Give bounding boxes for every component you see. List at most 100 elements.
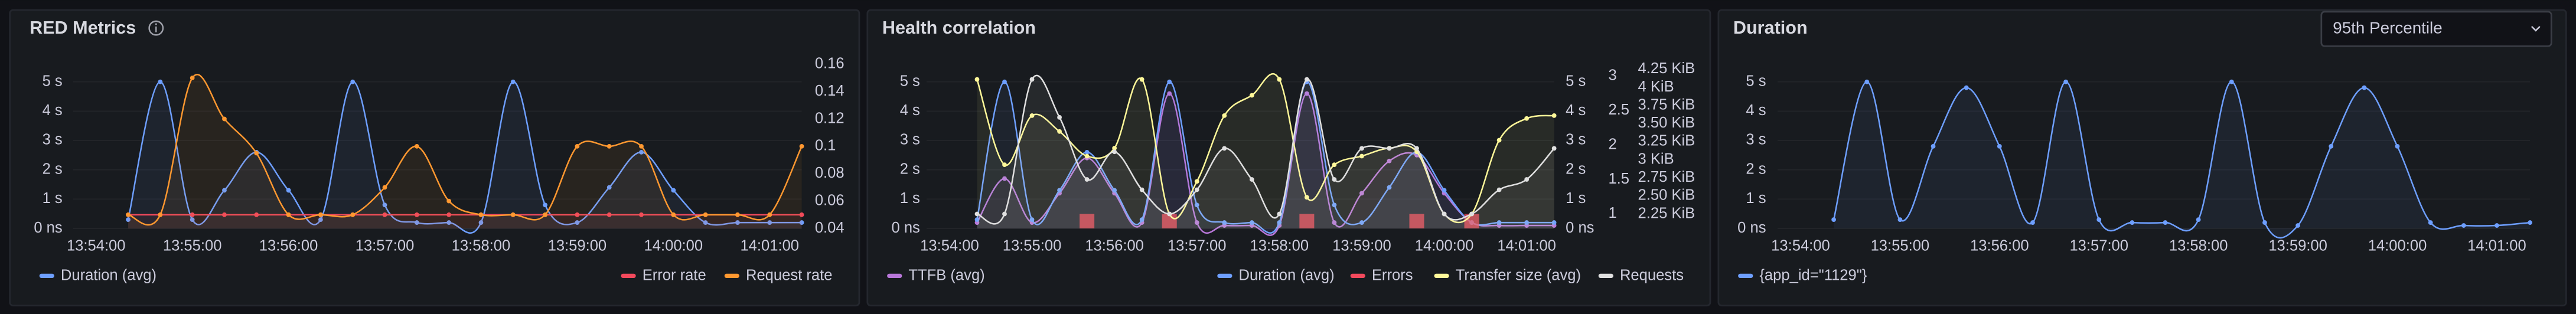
data-point <box>446 198 452 204</box>
data-point <box>382 185 387 190</box>
series-line <box>127 81 802 234</box>
y-tick-label: 2 <box>1608 136 1616 152</box>
area-fill <box>128 81 802 233</box>
panel-title: RED Metrics <box>30 18 136 38</box>
data-point <box>1304 91 1309 96</box>
bar <box>1080 214 1095 229</box>
legend-swatch <box>621 273 636 279</box>
panel-title: Health correlation <box>882 18 1036 38</box>
data-point <box>1304 195 1309 200</box>
data-point <box>2295 223 2300 228</box>
data-point <box>671 188 676 193</box>
data-point <box>2196 217 2201 223</box>
legend-swatch <box>1217 273 1232 279</box>
dropdown[interactable]: 95th Percentile <box>2320 11 2552 47</box>
data-point <box>1387 146 1392 151</box>
legend-label: Error rate <box>643 267 706 283</box>
legend-swatch <box>39 273 54 279</box>
y-tick-label: 5 s <box>1746 73 1766 89</box>
dropdown-label[interactable]: 95th Percentile <box>2333 18 2442 37</box>
data-point <box>2395 144 2400 149</box>
y-tick-label: 4 s <box>1746 102 1766 119</box>
data-point <box>1249 93 1254 98</box>
data-point <box>318 217 323 223</box>
area-fill <box>128 214 802 229</box>
y-tick-label: 0.12 <box>815 110 844 126</box>
data-point <box>478 220 484 225</box>
data-point <box>575 212 580 217</box>
data-point <box>1249 220 1254 225</box>
data-point <box>1194 220 1199 225</box>
data-point <box>286 188 291 193</box>
data-point <box>1931 144 1936 149</box>
data-point <box>799 144 804 149</box>
legend-label: Requests <box>1620 267 1684 283</box>
data-point <box>1496 220 1502 225</box>
series-line <box>976 93 1554 236</box>
data-point <box>671 212 676 217</box>
y-tick-label: 4 s <box>900 102 920 119</box>
plot <box>974 73 1557 236</box>
data-point <box>1997 144 2002 149</box>
data-point <box>126 212 131 217</box>
data-point <box>190 212 195 217</box>
data-point <box>1084 149 1090 155</box>
data-point <box>382 212 387 217</box>
x-tick-label: 13:58:00 <box>452 237 511 254</box>
data-point <box>974 217 980 223</box>
data-point <box>318 212 323 217</box>
data-point <box>575 144 580 149</box>
data-point <box>1442 188 1447 193</box>
data-point <box>2163 220 2168 225</box>
y-tick-label: 0.06 <box>815 192 844 208</box>
y-tick-label: 0 ns <box>1737 220 1766 236</box>
legend-swatch <box>724 273 739 279</box>
legend-label: Errors <box>1372 267 1413 283</box>
data-point <box>2096 217 2102 223</box>
plot <box>126 74 804 234</box>
data-point <box>799 212 804 217</box>
data-point <box>446 212 452 217</box>
data-point <box>1359 153 1364 159</box>
data-point <box>1524 116 1530 121</box>
area-fill <box>977 74 1554 229</box>
legend-swatch <box>1350 273 1365 279</box>
data-point <box>1964 85 1969 90</box>
data-point <box>1029 217 1035 223</box>
data-point <box>1524 177 1530 182</box>
y-tick-label: 1 s <box>1566 190 1586 207</box>
y-tick-label: 5 s <box>900 73 920 89</box>
y-tick-label: 5 s <box>1566 73 1586 89</box>
data-point <box>414 220 419 225</box>
x-tick-label: 13:56:00 <box>1085 237 1144 254</box>
legend-label: Request rate <box>746 267 832 283</box>
data-point <box>1112 146 1117 151</box>
data-point <box>2329 144 2334 149</box>
x-tick-label: 14:01:00 <box>1497 237 1556 254</box>
legend-label: {app_id="1129"} <box>1759 267 1867 283</box>
info-icon[interactable] <box>148 20 164 36</box>
data-point <box>1029 113 1035 118</box>
bar <box>1162 214 1177 229</box>
x-tick-label: 13:57:00 <box>1168 237 1227 254</box>
data-point <box>510 79 516 84</box>
legend-label: Duration (avg) <box>1239 267 1335 283</box>
x-tick-label: 13:54:00 <box>67 237 126 254</box>
legend-swatch <box>1738 273 1753 279</box>
data-point <box>1249 177 1254 182</box>
data-point <box>1139 77 1144 82</box>
data-point <box>543 212 547 217</box>
data-point <box>350 212 356 217</box>
data-point <box>1332 202 1337 208</box>
data-point <box>2063 79 2068 84</box>
area-fill <box>977 81 1554 233</box>
data-point <box>2428 220 2433 225</box>
legend-label: TTFB (avg) <box>908 267 984 283</box>
y-tick-label: 0.16 <box>815 55 844 72</box>
x-tick-label: 13:58:00 <box>2169 237 2228 254</box>
data-point <box>254 212 259 217</box>
data-point <box>1167 79 1172 84</box>
y-tick-label: 0.1 <box>815 138 836 154</box>
data-point <box>1194 179 1199 184</box>
